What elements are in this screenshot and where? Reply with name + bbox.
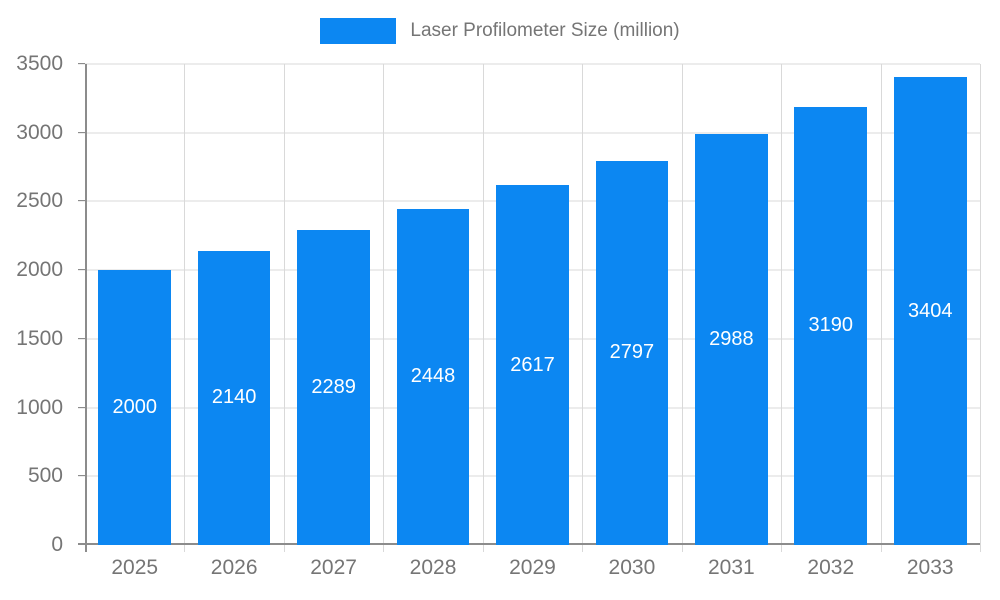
bar[interactable]: 2448 (396, 208, 470, 545)
bar-series: 2000 2140 2289 2448 2617 2797 2988 3190 3404 (85, 64, 980, 545)
bar[interactable]: 3404 (893, 77, 967, 545)
bar-slot: 2140 (184, 64, 283, 545)
v-gridline (482, 64, 484, 552)
plot-area: 2000 2140 2289 2448 2617 2797 2988 3190 3404 (78, 63, 981, 552)
x-tick-label: 2031 (707, 556, 755, 579)
x-tick-label: 2027 (310, 556, 357, 579)
y-tick-label: 500 (27, 464, 63, 488)
bar[interactable]: 2140 (197, 250, 271, 545)
x-tick-label: 2033 (906, 556, 954, 579)
v-gridline (184, 64, 186, 552)
x-tick-label: 2025 (111, 556, 159, 579)
legend-label: Laser Profilometer Size (million) (410, 20, 680, 41)
bar[interactable]: 3190 (794, 106, 868, 545)
bar-slot: 3404 (881, 64, 980, 545)
bar-value-label: 3404 (907, 299, 953, 322)
v-gridline (980, 64, 981, 552)
h-gridline (78, 63, 980, 65)
v-gridline (781, 64, 783, 552)
y-tick-mark (78, 337, 85, 339)
x-tick-label: 2032 (807, 556, 855, 579)
h-gridline (78, 132, 980, 134)
y-tick-mark (78, 63, 85, 64)
y-tick-label: 0 (51, 533, 63, 556)
bar[interactable]: 2797 (595, 160, 669, 545)
bar-slot: 2617 (483, 64, 582, 545)
y-tick-label: 1000 (16, 395, 63, 419)
bar-slot: 2448 (383, 64, 482, 545)
y-tick-label: 2000 (16, 258, 63, 282)
bar-slot: 2797 (582, 64, 681, 545)
bar-value-label: 2617 (510, 353, 555, 376)
v-gridline (582, 64, 584, 552)
bar-slot: 2289 (284, 64, 383, 545)
v-gridline (283, 64, 285, 552)
bar[interactable]: 2289 (297, 230, 370, 545)
bar-slot: 2000 (85, 64, 184, 545)
x-axis: 2025 2026 2027 2028 2029 2030 2031 2032 2033 (85, 556, 980, 590)
y-axis-line (85, 64, 87, 552)
y-tick-label: 1500 (16, 326, 63, 350)
x-tick-label: 2030 (608, 556, 656, 579)
y-tick-label: 3000 (16, 120, 63, 144)
bar-slot: 3190 (781, 64, 880, 545)
y-tick-mark (78, 131, 85, 133)
x-tick-label: 2029 (509, 556, 556, 579)
y-tick-label: 3500 (16, 52, 63, 75)
y-tick-mark (78, 269, 85, 271)
bar-value-label: 3190 (808, 314, 854, 337)
y-tick-label: 2500 (16, 189, 63, 213)
bar-value-label: 2000 (112, 396, 157, 419)
bar-value-label: 2140 (211, 386, 257, 409)
y-axis: 0 500 1000 1500 2000 2500 3000 3500 (0, 52, 75, 556)
x-tick-label: 2028 (409, 556, 457, 579)
bar[interactable]: 2988 (695, 134, 768, 545)
bar-value-label: 2797 (609, 341, 655, 364)
chart-legend[interactable]: Laser Profilometer Size (million) (0, 16, 1000, 46)
v-gridline (880, 64, 882, 552)
bar-value-label: 2448 (410, 365, 456, 388)
y-tick-mark (78, 200, 85, 202)
bar-value-label: 2289 (311, 376, 356, 399)
v-gridline (681, 64, 683, 552)
bar-slot: 2988 (682, 64, 781, 545)
v-gridline (383, 64, 385, 552)
bar-value-label: 2988 (709, 328, 754, 351)
bar[interactable]: 2617 (496, 185, 569, 545)
x-tick-label: 2026 (210, 556, 258, 579)
bar[interactable]: 2000 (98, 270, 171, 545)
y-tick-mark (78, 406, 85, 408)
y-tick-mark (78, 475, 85, 477)
legend-swatch-icon (320, 18, 397, 44)
